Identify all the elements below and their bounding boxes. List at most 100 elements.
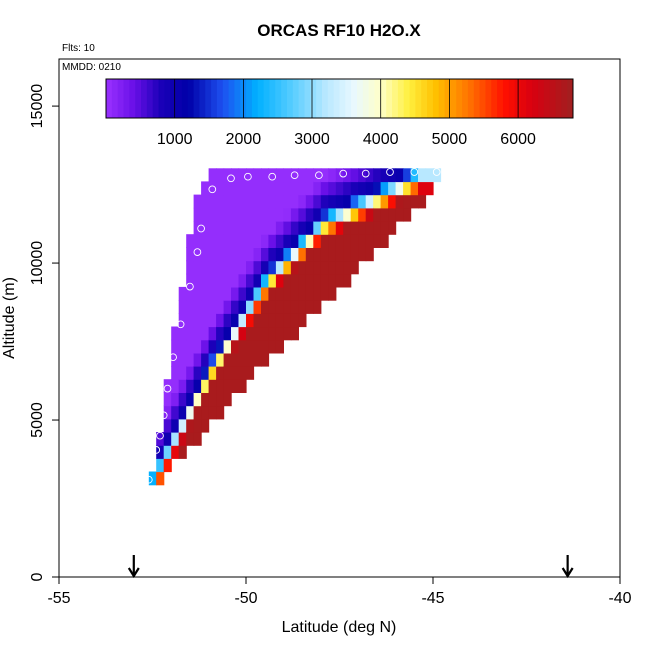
heatmap-cell-124 [216,194,225,209]
colorbar-segment-10 [164,79,171,118]
heatmap-cell-403 [418,168,427,183]
heatmap-cell-314 [320,273,329,288]
colorbar-segment-42 [351,79,358,118]
heatmap-cell-103 [208,221,217,235]
colorbar-segment-20 [222,79,230,118]
colorbar-segment-67 [497,79,504,118]
colorbar-segment-12 [176,79,183,118]
heatmap-cell-162 [238,379,247,393]
heatmap-cell-307 [313,234,322,248]
colorbar-segment-55 [427,79,434,118]
heatmap-cell-377 [373,181,382,196]
colorbar-segment-27 [263,79,270,118]
heatmap-cell-167 [238,313,247,328]
heatmap-cell-250 [275,194,284,209]
heatmap-cell-104 [208,207,217,222]
flight-point-4 [163,384,172,393]
colorbar-segment-28 [269,79,276,118]
heatmap-cell-379 [380,234,389,248]
heatmap-cell-107 [208,168,217,183]
heatmap-cell-173 [238,234,247,248]
heatmap-cell-109 [216,392,225,407]
heatmap-cell-154 [231,260,240,275]
heatmap-cell-230 [268,273,277,288]
heatmap-cell-41 [186,352,195,367]
heatmap-cell-49 [186,247,195,262]
heatmap-cell-281 [298,286,307,301]
heatmap-cell-27 [178,379,187,393]
heatmap-cell-63 [193,273,202,288]
heatmap-cell-84 [201,234,210,248]
heatmap [148,168,442,486]
heatmap-cell-290 [298,168,307,183]
heatmap-cell-35 [186,432,195,446]
heatmap-cell-309 [313,207,322,222]
heatmap-cell-145 [231,379,240,393]
heatmap-cell-360 [358,234,367,248]
heatmap-cell-64 [193,260,202,275]
heatmap-cell-392 [395,181,404,196]
flight-point-16 [339,169,348,178]
heatmap-cell-181 [246,339,255,354]
colorbar-segment-49 [392,79,399,118]
heatmap-cell-122 [216,221,225,235]
heatmap-cell-76 [201,339,210,354]
y-tick-label-1: 5000 [29,402,46,438]
heatmap-cell-399 [410,181,419,196]
heatmap-cell-228 [268,300,277,314]
heatmap-cell-308 [313,221,322,235]
heatmap-cell-13 [171,432,180,446]
heatmap-cell-10 [163,392,172,407]
heatmap-cell-149 [231,326,240,341]
heatmap-cell-59 [193,326,202,341]
heatmap-cell-220 [261,221,270,235]
flight-point-12 [244,172,252,181]
colorbar-segment-9 [158,79,165,118]
colorbar-segment-36 [316,79,323,118]
colorbar-segment-59 [450,79,457,118]
heatmap-cell-323 [328,286,337,301]
heatmap-cell-202 [253,260,262,275]
heatmap-cell-229 [268,286,277,301]
heatmap-cell-185 [246,286,255,301]
heatmap-cell-285 [298,234,307,248]
heatmap-cell-327 [328,234,337,248]
colorbar-segment-30 [281,79,288,118]
heatmap-cell-96 [208,313,217,328]
colorbar-segment-0 [106,79,113,118]
colorbar-segment-77 [555,79,562,118]
colorbar-segment-3 [123,79,130,118]
heatmap-cell-0 [148,471,157,486]
heatmap-cell-395 [403,194,412,209]
heatmap-cell-329 [328,207,337,222]
colorbar-segment-60 [456,79,463,118]
heatmap-cell-330 [328,194,337,209]
heatmap-cell-331 [328,181,337,196]
heatmap-cell-278 [290,168,299,183]
heatmap-cell-46 [186,286,195,301]
heatmap-cell-355 [350,207,359,222]
heatmap-cell-20 [171,339,180,354]
heatmap-cell-357 [350,181,359,196]
heatmap-cell-312 [313,168,322,183]
flight-point-2 [156,431,164,440]
heatmap-cell-99 [208,273,217,288]
heatmap-cell-405 [425,168,434,183]
colorbar-segment-58 [444,79,451,118]
colorbar: 1000 2000 3000 4000 5000 6000 [105,78,574,148]
heatmap-cell-266 [290,326,299,341]
x-tick-label-0: -55 [47,590,70,607]
colorbar-segment-68 [502,79,510,118]
heatmap-cell-277 [290,181,299,196]
heatmap-cell-224 [261,168,270,183]
heatmap-cell-295 [305,247,314,262]
heatmap-cell-180 [246,352,255,367]
heatmap-cell-320 [320,194,329,209]
flight-point-3 [159,411,168,420]
plot-frame [58,58,621,578]
heatmap-cell-203 [253,247,262,262]
colorbar-segment-32 [292,79,300,118]
flight-point-11 [227,174,235,183]
heatmap-cell-66 [193,234,202,248]
heatmap-cell-350 [343,168,352,183]
